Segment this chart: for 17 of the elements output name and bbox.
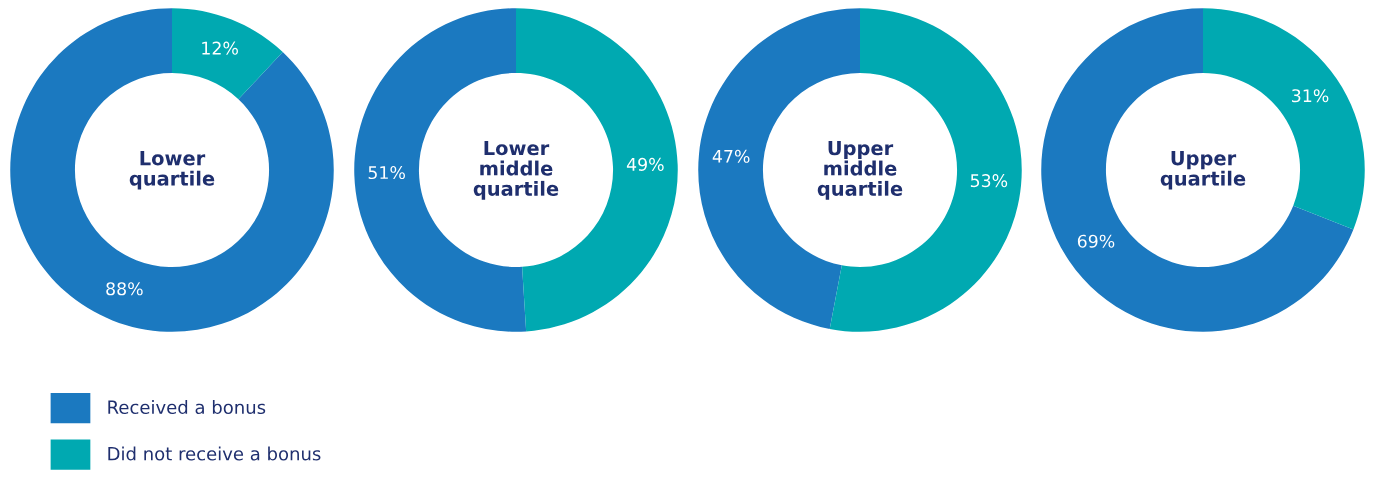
data-label: 51% [368, 165, 405, 180]
donut-slice [10, 8, 334, 332]
donut-slice [172, 8, 283, 100]
data-label: 69% [1077, 234, 1115, 248]
text: Upper middle quartile [817, 140, 903, 200]
data-label: 12% [202, 41, 238, 55]
data-label: 31% [1292, 89, 1329, 103]
donut-slice [1041, 8, 1354, 332]
data-label: 88% [106, 282, 143, 296]
data-label: 53% [970, 174, 1008, 188]
legend-label: Did not receive a bonus [108, 446, 321, 461]
text: Lower quartile [129, 151, 215, 190]
data-label: 49% [626, 157, 664, 171]
text: Lower middle quartile [473, 140, 559, 200]
legend-label: Received a bonus [108, 400, 266, 415]
text: Upper quartile [1160, 151, 1246, 190]
data-label: 47% [712, 149, 750, 163]
